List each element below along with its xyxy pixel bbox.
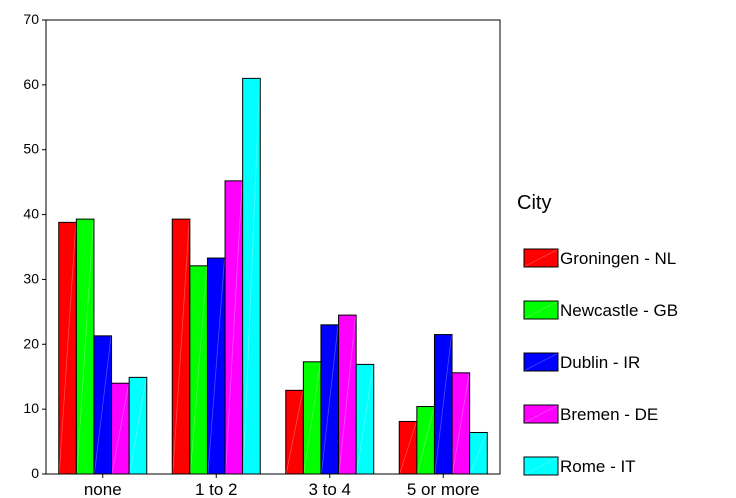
legend-label: Groningen - NL	[560, 249, 676, 268]
bar-highlight	[112, 383, 129, 474]
bar-highlight	[76, 219, 94, 474]
bar-highlight	[59, 222, 76, 474]
legend: City Groningen - NL Newcastle - GB Dublin …	[517, 192, 678, 476]
y-tick-label: 20	[23, 335, 39, 351]
legend-label: Newcastle - GB	[560, 301, 678, 320]
bar-highlight	[207, 258, 225, 474]
legend-title: City	[517, 192, 551, 214]
x-axis: none 1 to 2 3 to 4 5 or more	[84, 474, 480, 498]
bar-highlight	[129, 377, 147, 474]
y-tick-label: 40	[23, 206, 39, 222]
x-tick-label: 1 to 2	[195, 480, 238, 498]
bar-highlight	[190, 266, 207, 474]
plot-frame	[45, 19, 501, 475]
bar-highlight	[172, 219, 190, 474]
y-tick-label: 30	[23, 270, 39, 286]
x-tick-label: 5 or more	[407, 480, 480, 498]
bar-highlight	[452, 373, 470, 474]
legend-swatch-highlight	[524, 249, 558, 267]
legend-swatch-highlight	[524, 457, 558, 475]
y-tick-label: 10	[23, 400, 39, 416]
legend-label: Bremen - DE	[560, 405, 658, 424]
bar-highlight	[434, 335, 452, 474]
bar-highlight	[225, 181, 243, 474]
bar-highlight	[303, 362, 321, 474]
bar-highlight	[339, 315, 356, 474]
legend-swatch-highlight	[524, 353, 558, 371]
legend-swatch-highlight	[524, 405, 558, 423]
legend-label: Rome - IT	[560, 457, 636, 476]
x-tick-label: 3 to 4	[308, 480, 351, 498]
bar-highlight	[399, 421, 417, 474]
y-tick-label: 70	[23, 11, 39, 27]
legend-swatch-highlight	[524, 301, 558, 319]
bar-highlight	[321, 325, 339, 474]
y-tick-label: 60	[23, 76, 39, 92]
bars	[58, 77, 488, 475]
legend-label: Dublin - IR	[560, 353, 640, 372]
bar-highlight	[94, 336, 112, 474]
y-tick-label: 0	[31, 465, 39, 481]
bar-highlight	[243, 78, 260, 474]
bar-highlight	[470, 432, 487, 474]
bar-highlight	[417, 407, 434, 474]
x-tick-label: none	[84, 480, 122, 498]
bar-highlight	[356, 364, 374, 474]
y-axis: 0 10 20 30 40 50 60 70	[23, 11, 46, 481]
y-tick-label: 50	[23, 141, 39, 157]
bar-highlight	[286, 390, 303, 474]
